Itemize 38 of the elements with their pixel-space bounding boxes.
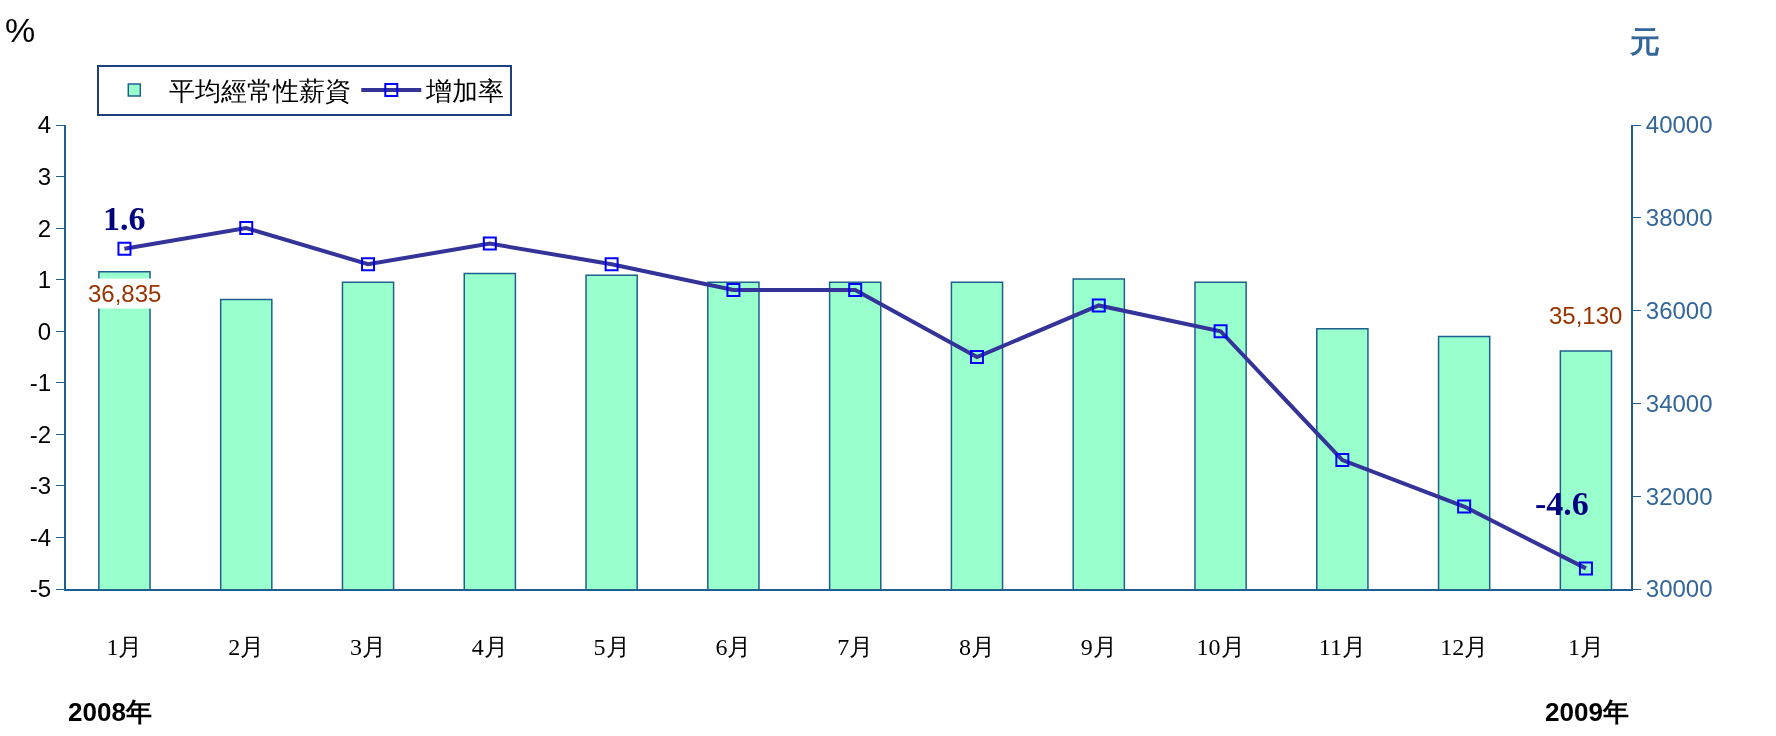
y-tick-label: 2: [37, 214, 52, 242]
y-tick-label: 1: [37, 266, 52, 294]
y-axis-title: %: [5, 11, 36, 49]
y-tick-label: -3: [29, 472, 52, 500]
x-tick-label: 8月: [958, 633, 995, 660]
y2-tick-label: 34000: [1645, 389, 1713, 417]
text: 2009年: [1545, 697, 1629, 727]
y-tick-label: 4: [37, 111, 52, 139]
y2-tick-label: 38000: [1645, 204, 1713, 232]
x-tick-label: 4月: [471, 633, 508, 660]
y-tick-label: -2: [29, 420, 52, 448]
y2-tick-label: 30000: [1645, 575, 1713, 603]
y2-axis-title: 元: [1629, 25, 1660, 58]
y-tick-label: 0: [37, 317, 52, 345]
data-label: 1.6: [103, 200, 146, 237]
x-tick-label: 10月: [1196, 633, 1245, 660]
y2-tick-label: 32000: [1645, 482, 1713, 510]
x-tick-label: 9月: [1080, 633, 1117, 660]
x-tick-label: 6月: [715, 633, 752, 660]
x-tick-label: 2月: [228, 633, 265, 660]
x-tick-label: 3月: [350, 633, 387, 660]
x-tick-label: 12月: [1440, 633, 1489, 660]
data-label: 36,835: [88, 280, 162, 307]
x-tick-label: 5月: [593, 633, 630, 660]
y-tick-label: 3: [37, 162, 52, 190]
x-tick-label: 1月: [1567, 633, 1604, 660]
y-tick-label: -4: [29, 523, 52, 551]
y-tick-label: -1: [29, 369, 52, 397]
x-tick-label: 1月: [106, 633, 143, 660]
data-label: 35,130: [1549, 302, 1623, 329]
y2-tick-label: 40000: [1645, 111, 1713, 139]
y2-tick-label: 36000: [1645, 297, 1713, 324]
legend-label: 增加率: [425, 77, 505, 107]
x-tick-label: 7月: [837, 633, 874, 660]
y-tick-label: -5: [29, 575, 52, 603]
x-tick-label: 11月: [1318, 633, 1366, 660]
legend-label: 平均經常性薪資: [169, 77, 352, 107]
text: 2008年: [68, 697, 152, 727]
